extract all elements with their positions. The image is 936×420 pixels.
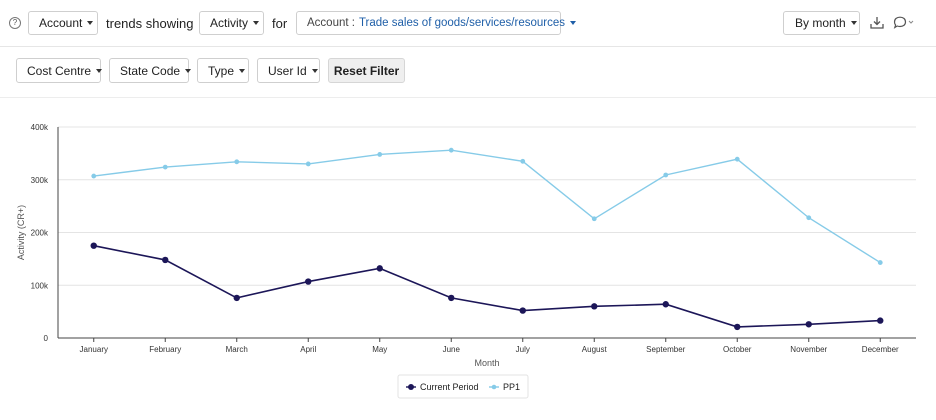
x-tick-label: March [226, 345, 248, 354]
x-tick-label: January [80, 345, 108, 354]
x-tick-label: May [372, 345, 387, 354]
filter-bar: Cost Centre State Code Type User Id Rese… [0, 47, 936, 98]
chevron-down-icon [185, 68, 192, 73]
y-tick-label: 200k [31, 229, 49, 238]
x-tick-label: June [443, 345, 461, 354]
y-axis-title: Activity (CR+) [16, 205, 26, 260]
data-point-pp1 [663, 172, 669, 178]
header-bar: ? Account trends showing Activity for Ac… [0, 0, 936, 47]
download-icon[interactable] [870, 16, 884, 29]
chevron-down-icon [253, 21, 260, 25]
chevron-down-icon [850, 21, 857, 25]
data-point-current-period [305, 278, 312, 285]
data-point-current-period [233, 294, 240, 302]
y-tick-label: 400k [31, 123, 49, 132]
x-tick-label: August [582, 345, 608, 354]
user-id-label: User Id [268, 63, 307, 78]
type-label: Type [208, 63, 235, 78]
help-icon[interactable]: ? [9, 17, 21, 29]
chevron-down-icon [87, 21, 94, 25]
legend-label: Current Period [420, 382, 479, 392]
state-code-filter[interactable]: State Code [109, 58, 192, 83]
legend-marker [408, 384, 414, 390]
data-point-pp1 [234, 159, 240, 165]
data-point-current-period [662, 301, 669, 308]
data-point-current-period [448, 294, 455, 302]
data-point-current-period [162, 256, 169, 264]
legend-label: PP1 [503, 382, 520, 392]
chevron-down-icon [311, 68, 318, 73]
x-tick-label: February [149, 345, 181, 354]
x-axis-title: Month [474, 358, 499, 368]
data-point-pp1 [448, 147, 454, 153]
account-filter-dropdown[interactable]: Account : Trade sales of goods/services/… [296, 11, 576, 35]
y-tick-label: 300k [31, 176, 49, 185]
data-point-current-period [734, 323, 741, 331]
x-axis-ticks: January February March April May June July Augu… [80, 338, 899, 354]
legend-marker [491, 384, 497, 390]
data-point-pp1 [806, 215, 812, 221]
account-dropdown[interactable]: Account [28, 11, 98, 35]
data-point-pp1 [91, 173, 97, 179]
x-tick-label: December [862, 345, 899, 354]
data-point-pp1 [591, 216, 597, 222]
data-point-pp1 [520, 158, 526, 164]
account-filter-value: Trade sales of goods/services/resources [358, 17, 565, 29]
comment-icon[interactable] [893, 16, 915, 29]
x-tick-label: November [790, 345, 827, 354]
account-filter-label: Account : [307, 17, 355, 29]
user-id-filter[interactable]: User Id [257, 58, 320, 83]
data-point-current-period [519, 307, 526, 314]
y-tick-label: 0 [44, 334, 49, 343]
y-tick-label: 100k [31, 281, 49, 290]
state-code-label: State Code [120, 63, 181, 78]
type-filter[interactable]: Type [197, 58, 249, 83]
series-line-pp1 [93, 149, 881, 264]
data-point-current-period [591, 303, 598, 310]
chart-legend: Current Period PP1 [397, 374, 529, 399]
data-point-pp1 [734, 156, 740, 162]
for-text: for [272, 16, 288, 31]
cost-centre-label: Cost Centre [27, 63, 92, 78]
chevron-down-icon [96, 68, 103, 73]
series-line-current-period [93, 244, 881, 328]
data-point-pp1 [305, 161, 311, 167]
chevron-down-icon [569, 21, 576, 25]
x-tick-label: September [646, 345, 685, 354]
data-point-pp1 [877, 260, 883, 265]
activity-dropdown-label: Activity [210, 16, 249, 30]
data-point-current-period [376, 265, 383, 272]
chart-grid [57, 126, 916, 339]
activity-dropdown[interactable]: Activity [199, 11, 264, 35]
reset-filter-button[interactable]: Reset Filter [328, 58, 405, 83]
x-tick-label: October [723, 345, 752, 354]
legend-box [397, 374, 529, 399]
period-dropdown-label: By month [795, 16, 846, 30]
data-point-pp1 [162, 164, 168, 170]
period-dropdown[interactable]: By month [783, 11, 860, 35]
account-dropdown-label: Account [39, 16, 83, 30]
data-point-pp1 [377, 152, 383, 157]
cost-centre-filter[interactable]: Cost Centre [16, 58, 103, 83]
chart-series [90, 147, 884, 331]
x-tick-label: April [300, 345, 316, 354]
data-point-current-period [805, 321, 812, 328]
chevron-down-icon [239, 68, 246, 73]
x-tick-label: July [516, 345, 530, 354]
trends-showing-text: trends showing [106, 16, 194, 31]
data-point-current-period [90, 242, 97, 249]
data-point-current-period [877, 317, 884, 324]
y-axis-ticks: 0 100k 200k 300k 400k [31, 123, 49, 343]
line-chart: 0 100k 200k 300k 400k January February March Ap… [16, 123, 916, 399]
